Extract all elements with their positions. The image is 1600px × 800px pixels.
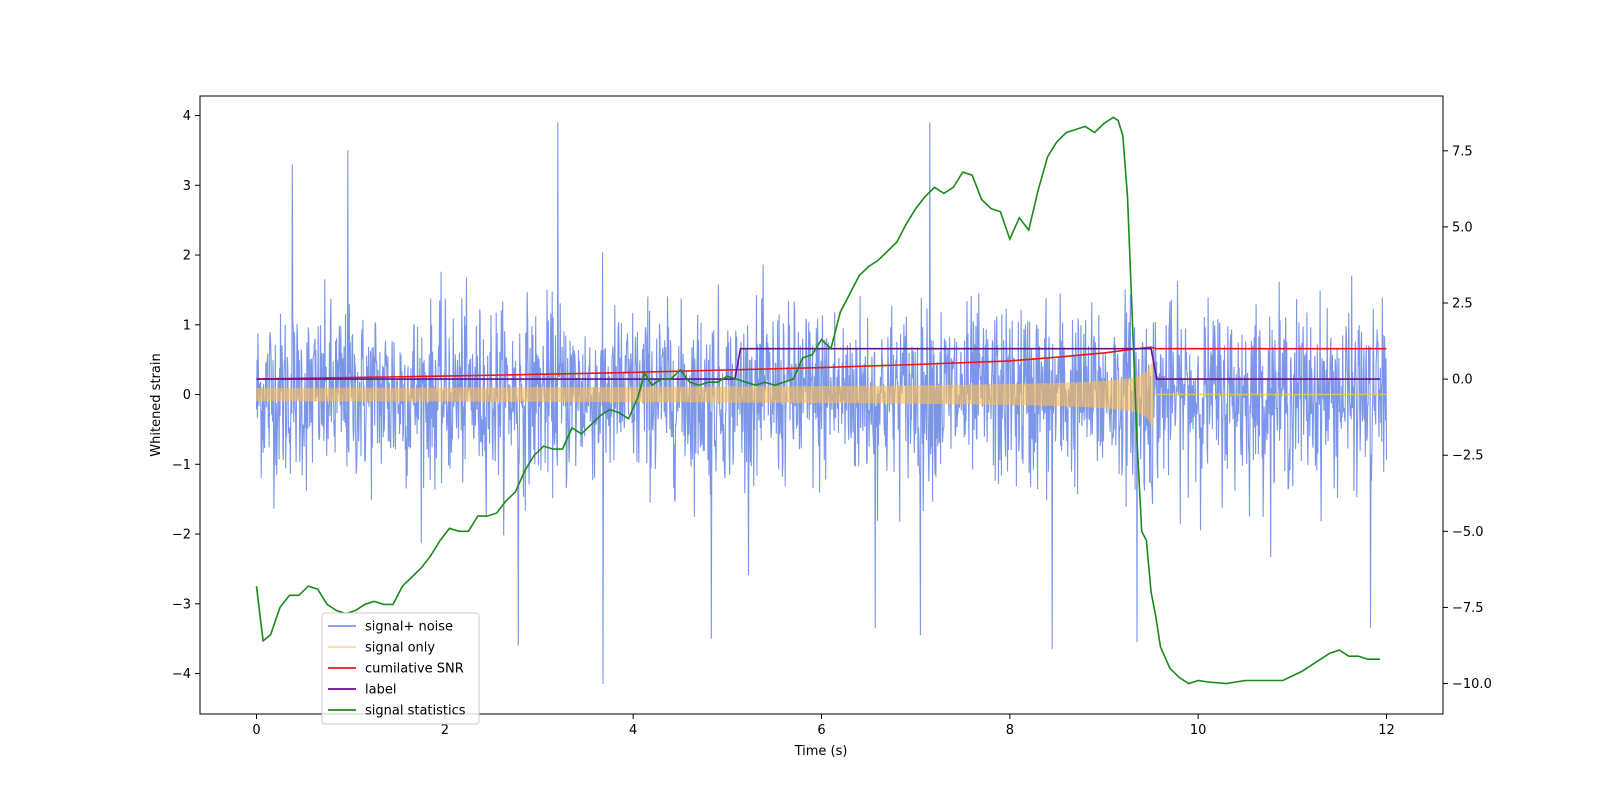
legend-entry-label: cumilative SNR: [365, 662, 464, 677]
y2-tick-label: 2.5: [1452, 297, 1473, 312]
x-tick-label: 10: [1190, 723, 1207, 738]
y-axis-right: −10.0 −7.5 −5.0 −2.5 0.0 2.5 5.0 7.5: [1443, 144, 1492, 692]
x-tick-label: 8: [1006, 723, 1014, 738]
x-tick-label: 2: [441, 723, 449, 738]
legend-box: [321, 612, 480, 725]
y-tick-label: 0: [183, 388, 191, 403]
y-axis-label: Whitened strain: [149, 353, 164, 456]
legend-entry-label: label: [365, 683, 396, 698]
y-tick-label: 4: [183, 109, 191, 124]
series-signal-statistics-line: [255, 116, 1380, 685]
y-tick-label: 3: [183, 179, 191, 194]
y-tick-label: −2: [172, 528, 191, 543]
x-tick-label: 12: [1378, 723, 1395, 738]
y2-tick-label: −7.5: [1452, 601, 1484, 616]
legend-entry-label: signal statistics: [365, 704, 466, 719]
x-tick-label: 0: [252, 723, 260, 738]
plot-area: [255, 116, 1388, 685]
series-signal-noise-line: [255, 122, 1388, 685]
x-axis-label: Time (s): [794, 744, 848, 759]
y-tick-label: 2: [183, 249, 191, 264]
x-tick-label: 4: [629, 723, 637, 738]
y-tick-label: −1: [172, 458, 191, 473]
y2-tick-label: 5.0: [1452, 220, 1473, 235]
y2-tick-label: −5.0: [1452, 525, 1484, 540]
y-tick-label: −4: [172, 667, 191, 682]
y-axis-left: −4 −3 −2 −1 0 1 2 3 4: [172, 109, 200, 682]
legend-entry-label: signal only: [365, 641, 435, 656]
y2-tick-label: 7.5: [1452, 144, 1473, 159]
series-label-line: [256, 347, 1380, 380]
y2-tick-label: −10.0: [1452, 677, 1492, 692]
y-tick-label: −3: [172, 597, 191, 612]
series-cumilative-snr-line: [256, 346, 1387, 380]
series-signal-only-line: [255, 363, 1154, 426]
y2-tick-label: 0.0: [1452, 373, 1473, 388]
y-tick-label: 1: [183, 318, 191, 333]
legend: signal+ noise signal only cumilative SNR la…: [321, 612, 480, 725]
y2-tick-label: −2.5: [1452, 449, 1484, 464]
legend-entry-label: signal+ noise: [365, 620, 453, 635]
x-tick-label: 6: [817, 723, 825, 738]
